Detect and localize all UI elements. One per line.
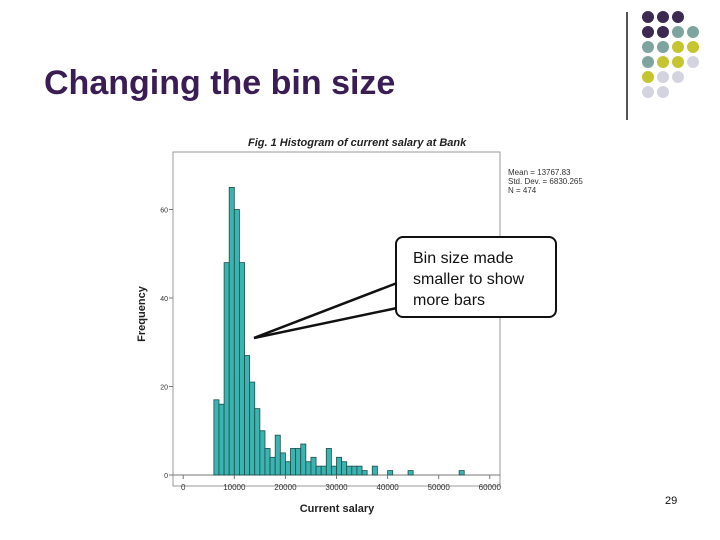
histogram-bar bbox=[336, 456, 343, 476]
histogram-bar bbox=[325, 448, 332, 476]
decor-dot bbox=[657, 56, 669, 68]
stats-line: N = 474 bbox=[508, 186, 537, 195]
decor-dot bbox=[657, 71, 669, 83]
plot-area: 0 10000 20000 30000 40000 50000 60000 0 20 40 60 bbox=[160, 186, 502, 492]
histogram-bar bbox=[310, 456, 317, 476]
histogram-bar bbox=[290, 448, 297, 476]
decor-dot bbox=[642, 86, 654, 98]
stats-line: Mean = 13767.83 bbox=[508, 168, 571, 177]
histogram-bar bbox=[264, 448, 271, 476]
histogram-bar bbox=[259, 430, 266, 476]
histogram-bar bbox=[407, 470, 414, 476]
histogram-bar bbox=[279, 452, 286, 476]
callout-line-1: Bin size made bbox=[413, 250, 514, 267]
callout-box: Bin size made smaller to show more bars bbox=[395, 236, 557, 318]
histogram-bar bbox=[320, 465, 327, 476]
histogram-bar bbox=[249, 381, 256, 476]
histogram-bar bbox=[295, 448, 302, 476]
decor-dot bbox=[672, 11, 684, 23]
y-axis-label: Frequency bbox=[136, 285, 148, 342]
x-tick-label: 60000 bbox=[479, 483, 502, 492]
x-tick-label: 0 bbox=[181, 483, 186, 492]
histogram-bar bbox=[346, 465, 353, 476]
histogram-bar bbox=[341, 461, 348, 476]
histogram-bar bbox=[285, 461, 291, 476]
y-tick-label: 60 bbox=[160, 208, 168, 215]
histogram-bar bbox=[305, 461, 312, 476]
histogram-bar bbox=[218, 403, 225, 476]
histogram-bar bbox=[330, 465, 337, 476]
histogram-bar bbox=[371, 465, 378, 476]
histogram-bar bbox=[269, 456, 276, 476]
histogram-bar bbox=[387, 470, 394, 476]
histogram-bar bbox=[351, 465, 358, 476]
decor-dot bbox=[672, 71, 684, 83]
slide-title: Changing the bin size bbox=[44, 64, 396, 102]
x-tick-label: 40000 bbox=[376, 483, 399, 492]
decor-dot bbox=[687, 41, 699, 53]
decor-dot bbox=[642, 41, 654, 53]
callout-line-3: more bars bbox=[413, 292, 486, 309]
decor-dot bbox=[642, 11, 654, 23]
decor-dot bbox=[687, 56, 699, 68]
decor-dot bbox=[657, 11, 669, 23]
x-tick-label: 30000 bbox=[325, 483, 348, 492]
histogram-bar bbox=[233, 209, 240, 476]
x-axis-label: Current salary bbox=[300, 503, 375, 515]
decor-dot bbox=[642, 71, 654, 83]
decor-dot bbox=[657, 26, 669, 38]
divider-line bbox=[626, 12, 628, 120]
decor-dot bbox=[687, 26, 699, 38]
decor-dot bbox=[657, 41, 669, 53]
histogram-bar bbox=[244, 355, 251, 476]
stats-line: Std. Dev. = 6830.265 bbox=[508, 177, 583, 186]
histogram-bar bbox=[274, 434, 281, 476]
histogram-bar bbox=[254, 408, 261, 476]
y-tick-label: 0 bbox=[164, 473, 168, 480]
decor-dot bbox=[672, 41, 684, 53]
callout-pointer-lower bbox=[253, 306, 398, 340]
callout-pointer-upper bbox=[253, 281, 398, 340]
histogram-bar bbox=[356, 465, 363, 476]
histogram-bar bbox=[300, 443, 307, 476]
x-tick-label: 10000 bbox=[223, 483, 246, 492]
decor-dot bbox=[642, 26, 654, 38]
callout-line-2: smaller to show bbox=[413, 271, 525, 288]
histogram-bar bbox=[213, 399, 220, 476]
y-tick-label: 40 bbox=[160, 296, 168, 303]
chart-title: Fig. 1 Histogram of current salary at Ba… bbox=[248, 137, 467, 149]
decor-dot bbox=[657, 86, 669, 98]
histogram-bar bbox=[239, 262, 245, 476]
x-tick-label: 20000 bbox=[274, 483, 297, 492]
decor-dot bbox=[672, 56, 684, 68]
histogram-bar bbox=[361, 470, 368, 476]
histogram-bar bbox=[223, 262, 230, 476]
histogram-bar bbox=[458, 470, 465, 476]
histogram-bar bbox=[315, 465, 322, 476]
page-number: 29 bbox=[665, 495, 678, 507]
y-tick-label: 20 bbox=[160, 385, 168, 392]
histogram-bar bbox=[228, 186, 235, 476]
x-tick-label: 50000 bbox=[428, 483, 451, 492]
decor-dot bbox=[672, 26, 684, 38]
decor-dot bbox=[642, 56, 654, 68]
